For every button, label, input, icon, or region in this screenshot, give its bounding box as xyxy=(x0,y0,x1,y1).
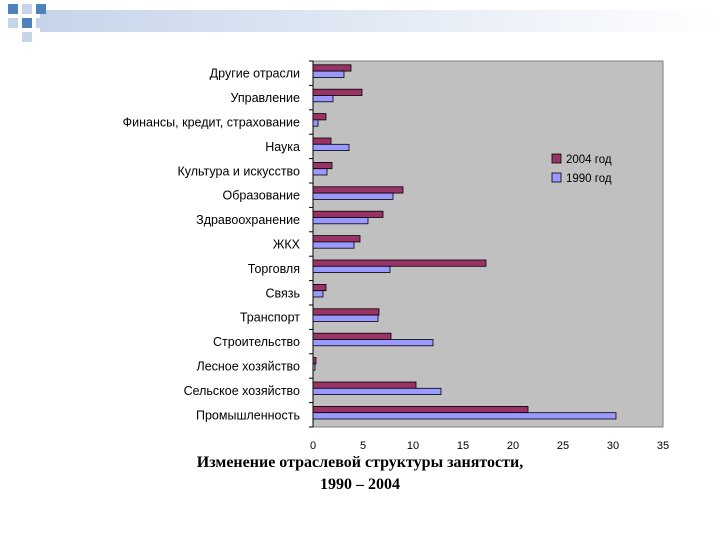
category-label: Культура и искусство xyxy=(177,164,300,178)
slide-decoration xyxy=(8,4,720,42)
bar-series-2 xyxy=(312,119,319,127)
bar-series-1 xyxy=(312,137,332,145)
bar-series-1 xyxy=(312,357,317,365)
bar-series-1 xyxy=(312,186,404,194)
legend-swatch xyxy=(551,153,562,164)
bar-series-1 xyxy=(312,283,327,292)
x-tick-label: 10 xyxy=(407,440,419,452)
legend-swatch xyxy=(551,172,562,183)
x-tick-label: 5 xyxy=(360,440,366,452)
category-label: Транспорт xyxy=(240,311,300,325)
bar-series-1 xyxy=(312,381,417,389)
deco-square xyxy=(8,4,18,14)
bar-series-1 xyxy=(312,235,361,243)
category-label: ЖКХ xyxy=(273,238,301,252)
category-label: Здравоохранение xyxy=(196,213,300,227)
category-label: Управление xyxy=(231,91,301,105)
bar-series-1 xyxy=(312,259,487,267)
category-label: Наука xyxy=(265,140,300,154)
bar-series-2 xyxy=(312,70,345,78)
bar-series-2 xyxy=(312,265,391,273)
x-tick-label: 0 xyxy=(310,440,316,452)
category-label: Связь xyxy=(265,286,300,300)
bar-series-2 xyxy=(312,387,442,395)
bar-series-2 xyxy=(312,241,355,249)
bar-series-2 xyxy=(312,363,316,371)
chart-caption: Изменение отраслевой структуры занятости… xyxy=(110,452,610,496)
x-tick-label: 25 xyxy=(557,440,569,452)
bar-series-2 xyxy=(312,192,394,200)
top-gradient-bar xyxy=(40,10,720,32)
category-label: Образование xyxy=(223,189,301,203)
bar-series-2 xyxy=(312,95,334,103)
bar-series-2 xyxy=(312,412,617,420)
category-label: Другие отрасли xyxy=(210,67,300,81)
x-tick-label: 35 xyxy=(657,440,669,452)
deco-square xyxy=(36,4,46,14)
bar-series-1 xyxy=(312,332,392,340)
legend-label: 1990 год xyxy=(566,173,612,185)
deco-square xyxy=(36,18,46,28)
deco-square xyxy=(22,18,32,28)
category-label: Строительство xyxy=(213,335,300,349)
bar-series-1 xyxy=(312,88,363,96)
bar-series-1 xyxy=(312,405,529,414)
deco-square xyxy=(8,18,18,28)
bar-series-2 xyxy=(312,339,434,347)
deco-square xyxy=(22,4,32,14)
caption-line-1: Изменение отраслевой структуры занятости… xyxy=(196,454,524,471)
category-label: Промышленность xyxy=(196,408,300,422)
x-tick-label: 15 xyxy=(457,440,469,452)
bar-series-2 xyxy=(312,314,379,322)
bar-series-1 xyxy=(312,113,327,121)
category-label: Торговля xyxy=(248,262,300,276)
bar-series-2 xyxy=(312,217,369,225)
caption-line-2: 1990 – 2004 xyxy=(320,476,400,493)
bar-series-1 xyxy=(312,64,352,72)
category-label: Сельское хозяйство xyxy=(184,384,300,398)
category-label: Финансы, кредит, страхование xyxy=(123,116,300,130)
legend-label: 2004 год xyxy=(566,154,612,166)
plot-area xyxy=(312,60,664,428)
bar-series-2 xyxy=(312,290,324,298)
bar-series-1 xyxy=(312,161,333,170)
bar-series-2 xyxy=(312,143,350,152)
x-tick-label: 20 xyxy=(507,440,519,452)
category-label: Лесное хозяйство xyxy=(196,360,300,374)
bar-series-1 xyxy=(312,210,384,218)
bar-series-2 xyxy=(312,168,328,176)
bar-series-1 xyxy=(312,308,380,316)
x-tick-label: 30 xyxy=(607,440,619,452)
deco-square xyxy=(22,32,32,42)
